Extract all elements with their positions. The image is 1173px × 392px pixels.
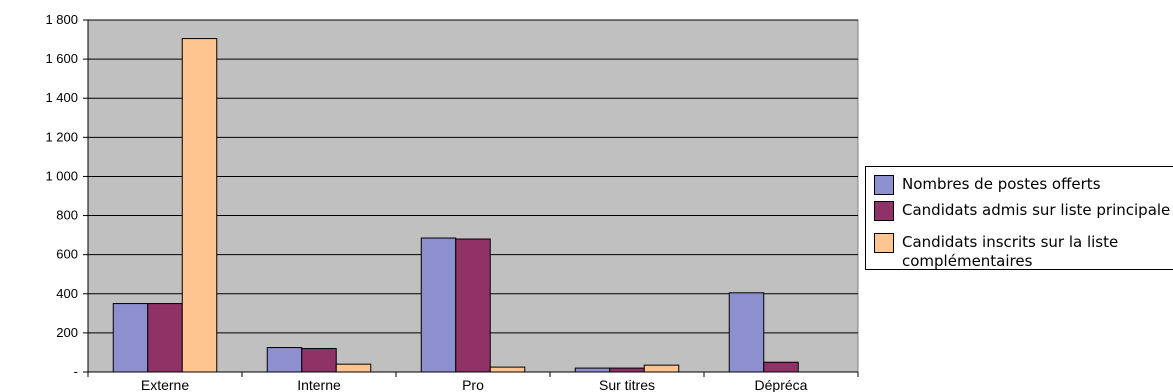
legend-swatch [874, 201, 894, 221]
legend: Nombres de postes offerts Candidats admi… [865, 166, 1173, 270]
bar [181, 38, 218, 373]
legend-item: Candidats inscrits sur la liste compléme… [874, 233, 1172, 271]
x-tick-label: Pro [462, 377, 484, 392]
bars [112, 38, 799, 373]
bar [763, 361, 799, 373]
bar [266, 347, 303, 373]
bar [301, 348, 337, 373]
axes [87, 20, 858, 373]
bar [420, 237, 457, 373]
legend-label: Candidats admis sur liste principale [902, 201, 1171, 219]
y-tick-label: 600 [56, 247, 78, 262]
y-tick-label: 1 600 [45, 51, 78, 66]
bar [489, 366, 526, 373]
legend-item: Nombres de postes offerts [874, 175, 1172, 195]
legend-swatch [874, 233, 894, 253]
bar [147, 303, 183, 373]
y-tick-label: 200 [56, 325, 78, 340]
bar [455, 238, 491, 373]
y-tick-label: 1 400 [45, 90, 78, 105]
y-tick-label: 1 800 [45, 12, 78, 27]
bar [112, 303, 149, 373]
legend-label: Nombres de postes offerts [902, 175, 1101, 193]
x-axis-ticks: Externe Interne Pro Sur titres Dépréca [87, 372, 859, 392]
bar [643, 364, 680, 373]
y-tick-label: 1 000 [45, 168, 78, 183]
y-tick-label: 800 [56, 208, 78, 223]
bar [335, 363, 372, 373]
x-tick-label: Externe [141, 377, 189, 392]
bar [728, 292, 765, 373]
legend-label: Candidats inscrits sur la liste compléme… [902, 233, 1119, 270]
x-tick-label: Dépréca [755, 377, 808, 392]
bar [574, 367, 611, 373]
x-tick-label: Sur titres [599, 377, 655, 392]
y-tick-label: - [74, 364, 78, 379]
legend-item: Candidats admis sur liste principale [874, 201, 1172, 221]
bar [609, 367, 645, 373]
y-tick-label: 400 [56, 286, 78, 301]
x-tick-label: Interne [297, 377, 341, 392]
y-axis-ticks: - 200 400 600 800 1 000 1 200 1 400 1 600 1 800 [45, 12, 88, 379]
y-tick-label: 1 200 [45, 129, 78, 144]
legend-swatch [874, 175, 894, 195]
